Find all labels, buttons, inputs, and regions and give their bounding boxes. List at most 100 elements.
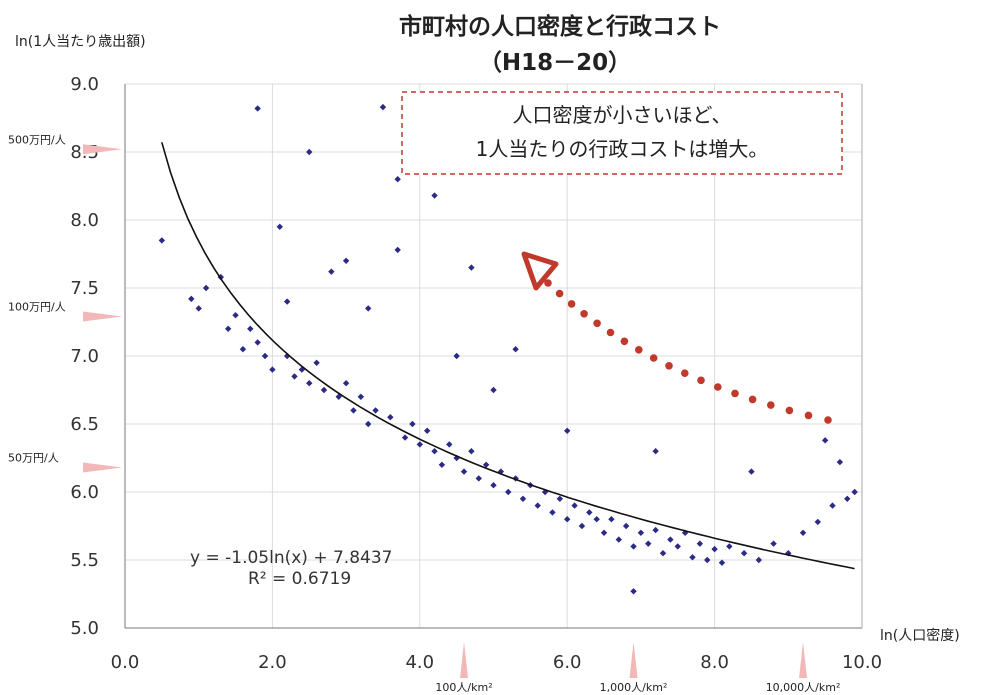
arrow-dot-7 xyxy=(697,376,705,385)
data-point-66 xyxy=(645,540,652,547)
y-reference-label-0: 500万円/人 xyxy=(8,133,66,146)
data-point-88 xyxy=(851,488,858,496)
data-point-54 xyxy=(556,495,564,502)
data-point-27 xyxy=(372,407,379,414)
data-point-41 xyxy=(460,468,468,475)
data-point-94 xyxy=(453,352,460,360)
data-point-13 xyxy=(276,223,283,230)
data-point-98 xyxy=(748,468,755,475)
arrow-dot-11 xyxy=(635,346,643,354)
data-point-5 xyxy=(224,325,232,332)
x-tick-label-0: 0.0 xyxy=(111,652,140,673)
data-point-61 xyxy=(608,516,615,523)
data-point-81 xyxy=(785,550,792,557)
y-reference-marker-1 xyxy=(83,311,122,322)
data-point-82 xyxy=(799,529,807,536)
y-tick-label-3: 6.5 xyxy=(70,414,99,435)
data-point-49 xyxy=(519,495,527,502)
y-reference-markers: 500万円/人 100万円/人 50万円/人 xyxy=(8,133,122,473)
data-point-1 xyxy=(188,295,195,303)
y-tick-label-0: 5.0 xyxy=(70,618,99,639)
trend-equation: y = -1.05ln(x) + 7.8437 xyxy=(190,548,392,568)
data-point-96 xyxy=(283,298,291,305)
arrow-dot-8 xyxy=(681,369,689,378)
data-point-55 xyxy=(564,516,571,523)
arrow-dot-18 xyxy=(544,279,552,287)
data-point-91 xyxy=(512,346,519,353)
y-ticks: 5.05.56.06.57.07.58.08.59.0 xyxy=(70,74,99,639)
data-point-53 xyxy=(549,509,556,516)
data-point-15 xyxy=(291,373,298,380)
arrow-head xyxy=(521,251,559,291)
arrow-dot-12 xyxy=(620,337,629,346)
data-point-64 xyxy=(630,543,637,550)
y-tick-label-2: 6.0 xyxy=(70,482,99,503)
y-tick-label-4: 7.0 xyxy=(70,346,99,367)
arrow-dot-13 xyxy=(606,328,615,337)
data-point-83 xyxy=(814,518,821,526)
data-point-74 xyxy=(704,556,711,564)
data-point-99 xyxy=(342,257,350,264)
plot-frame xyxy=(124,84,863,629)
data-point-62 xyxy=(615,536,622,543)
data-point-0 xyxy=(158,237,166,244)
x-tick-label-2: 4.0 xyxy=(405,652,434,673)
y-tick-label-5: 7.5 xyxy=(70,278,99,299)
data-point-30 xyxy=(394,246,401,254)
data-point-32 xyxy=(401,434,409,441)
data-point-84 xyxy=(821,437,829,444)
data-point-21 xyxy=(328,268,335,275)
data-point-67 xyxy=(652,526,659,534)
y-tick-label-1: 5.5 xyxy=(70,550,99,571)
y-tick-label-6: 8.0 xyxy=(70,210,99,231)
data-point-8 xyxy=(247,325,254,332)
arrow-dot-5 xyxy=(731,389,739,398)
data-point-26 xyxy=(365,420,372,428)
data-point-77 xyxy=(726,543,733,550)
x-axis-label: ln(人口密度) xyxy=(880,627,960,644)
x-reference-marker-2 xyxy=(799,642,808,678)
data-point-10 xyxy=(254,105,261,112)
data-point-87 xyxy=(844,495,851,502)
x-reference-label-2: 10,000人/km² xyxy=(766,681,841,694)
data-point-2 xyxy=(195,305,202,312)
arrow-dot-14 xyxy=(593,319,601,328)
data-point-7 xyxy=(239,346,247,353)
annotation-line-1: 人口密度が小さいほど、 xyxy=(513,103,732,127)
x-tick-label-4: 8.0 xyxy=(700,652,729,673)
data-point-60 xyxy=(600,529,608,536)
data-point-12 xyxy=(269,366,276,373)
data-point-45 xyxy=(490,482,497,489)
y-reference-label-1: 100万円/人 xyxy=(8,301,66,314)
data-point-56 xyxy=(571,502,578,509)
data-point-79 xyxy=(755,556,763,564)
r-squared: R² = 0.6719 xyxy=(248,569,351,589)
arrow-dot-0 xyxy=(824,416,832,424)
data-point-34 xyxy=(416,441,423,448)
data-point-58 xyxy=(586,509,593,516)
data-point-33 xyxy=(409,420,416,428)
data-point-23 xyxy=(342,380,350,387)
data-point-37 xyxy=(431,192,438,199)
data-point-20 xyxy=(320,386,328,394)
data-point-19 xyxy=(313,359,320,366)
y-reference-marker-0 xyxy=(83,144,122,155)
data-point-63 xyxy=(622,522,630,530)
data-point-95 xyxy=(365,305,372,312)
data-point-42 xyxy=(468,448,475,455)
data-points xyxy=(158,103,858,595)
chart-subtitle: （H18－20） xyxy=(479,49,631,76)
data-point-38 xyxy=(438,461,446,468)
arrow-dot-6 xyxy=(714,383,722,391)
data-point-92 xyxy=(564,427,571,434)
data-point-90 xyxy=(468,264,475,271)
data-point-47 xyxy=(505,488,512,496)
arrow-dot-1 xyxy=(804,411,813,420)
data-point-43 xyxy=(475,475,482,482)
y-tick-label-8: 9.0 xyxy=(70,74,99,95)
data-point-35 xyxy=(423,427,431,434)
arrow-dot-9 xyxy=(665,362,673,370)
x-reference-marker-0 xyxy=(460,642,469,678)
x-tick-label-1: 2.0 xyxy=(258,652,287,673)
